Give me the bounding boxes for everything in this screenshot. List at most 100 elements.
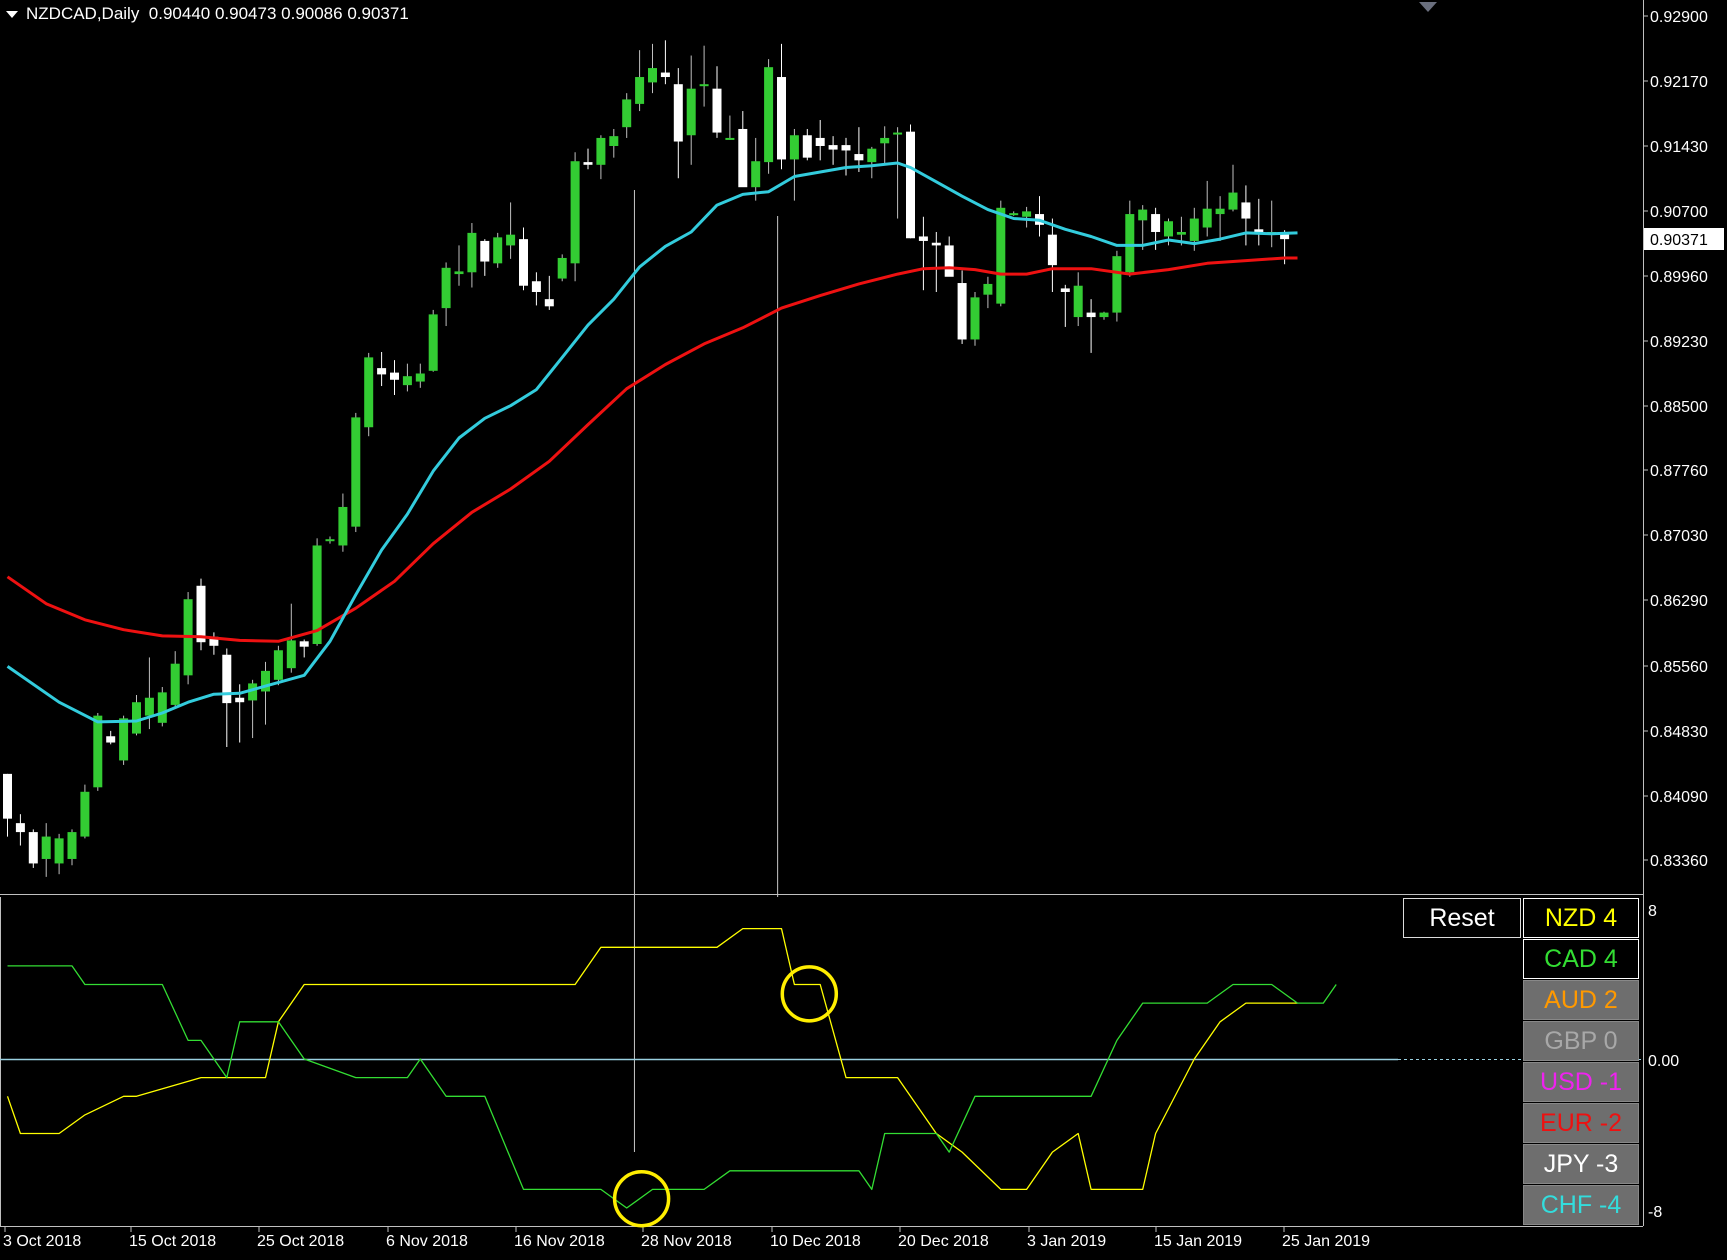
candle [841,137,851,176]
candle [789,128,799,201]
highlight-circle [780,965,839,1023]
candle-body [1254,229,1264,233]
chart-shift-icon[interactable] [1419,2,1437,12]
candle [1009,211,1019,216]
chart-header[interactable]: NZDCAD,Daily 0.90440 0.90473 0.90086 0.9… [6,4,409,24]
candle [364,352,374,437]
candle [402,363,412,392]
candle [1138,205,1148,250]
candle [531,272,541,306]
candle-body [54,838,64,864]
candle-body [364,357,374,428]
candle [815,120,825,161]
candle-body [235,697,245,703]
moving-average-cyan [6,161,1298,724]
candle [222,648,232,748]
currency-button-aud[interactable]: AUD 2 [1523,980,1639,1020]
candle-body [1009,213,1019,216]
candle-body [789,135,799,160]
candle-body [1241,202,1251,219]
price-tick-label: 0.83360 [1650,853,1708,870]
candle [428,309,438,372]
candle-body [893,132,903,135]
candle [1073,272,1083,327]
reset-button[interactable]: Reset [1403,898,1521,938]
candle-body [699,84,709,87]
candle-body [725,137,735,140]
currency-button-nzd[interactable]: NZD 4 [1523,898,1639,938]
candle [454,245,464,286]
candle-body [428,314,438,371]
candle [261,661,270,725]
candle-body [1125,214,1135,273]
candle-body [28,832,38,864]
date-tick-label: 3 Oct 2018 [3,1233,81,1250]
candle-body [828,145,838,150]
candle [828,136,838,165]
candle-body [712,88,722,133]
candle [996,200,1006,307]
candle [273,645,283,686]
candle [15,814,25,846]
candle-body [325,539,335,542]
candle-body [402,376,412,386]
candle [157,686,167,727]
currency-button-cad[interactable]: CAD 4 [1523,939,1639,979]
candle [325,536,335,544]
candle-body [299,641,309,647]
price-tick-label: 0.90700 [1650,204,1708,221]
price-tick-label: 0.89230 [1650,334,1708,351]
candle-body [931,242,941,246]
candle [583,148,593,170]
candle [931,231,941,292]
date-tick-label: 25 Oct 2018 [257,1233,344,1250]
candle [983,276,993,309]
candle [28,829,38,868]
candle [312,538,322,646]
candle [764,59,774,174]
candle [106,730,116,745]
candle-body [1189,218,1199,241]
currency-button-jpy[interactable]: JPY -3 [1523,1144,1639,1184]
candle-body [1202,208,1212,228]
candle-body [1099,312,1109,318]
currency-button-chf[interactable]: CHF -4 [1523,1185,1639,1225]
candle [867,146,877,179]
date-tick-label: 28 Nov 2018 [641,1233,732,1250]
candle [519,227,528,291]
candle-body [209,636,219,646]
candle-body [906,131,915,239]
candle-body [415,373,425,382]
indicator-tick-label: 0.00 [1648,1053,1679,1070]
candle-body [544,299,554,307]
price-tick-label: 0.84090 [1650,789,1708,806]
candle-body [3,773,12,819]
candle-body [1060,288,1070,292]
candle-body [377,368,387,375]
candle-body [686,88,696,136]
dropdown-triangle-icon[interactable] [6,11,18,19]
currency-button-usd[interactable]: USD -1 [1523,1062,1639,1102]
candle [557,254,567,282]
candle-body [222,654,232,704]
candle-body [764,67,774,163]
date-tick-label: 3 Jan 2019 [1027,1233,1106,1250]
candle [377,352,387,387]
candle [67,829,77,866]
candle [119,715,129,765]
candle [41,823,51,877]
currency-button-eur[interactable]: EUR -2 [1523,1103,1639,1143]
candle-body [660,72,670,78]
candle-body [944,245,954,277]
candle-body [519,239,528,286]
candle-body [170,663,180,705]
currency-button-gbp[interactable]: GBP 0 [1523,1021,1639,1061]
candle [480,239,490,276]
candle-body [802,135,812,158]
candle-body [1215,208,1225,215]
candle [1035,196,1044,237]
candle-body [815,137,825,146]
candle-body [531,281,541,292]
